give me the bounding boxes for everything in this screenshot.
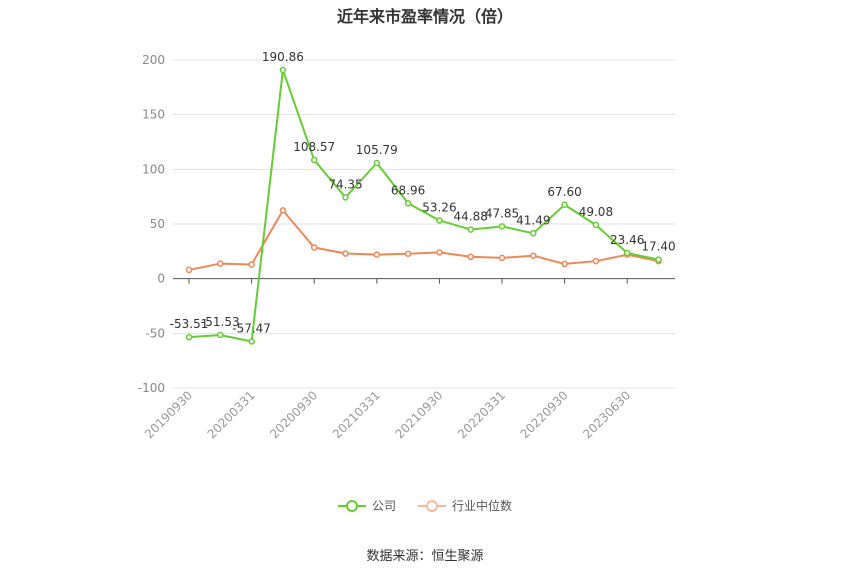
y-tick-label: 50 [150, 217, 165, 231]
series-line-company [188, 68, 659, 343]
legend-item-industry-median[interactable]: 行业中位数 [418, 497, 512, 514]
data-point-industry-median [217, 260, 224, 267]
x-tick-label: 20200331 [205, 388, 258, 441]
data-point-company [467, 226, 474, 233]
legend-label-company: 公司 [371, 499, 396, 513]
x-tick-label: 20200930 [267, 388, 320, 441]
y-tick-label: -100 [138, 381, 165, 395]
data-label: 41.49 [516, 213, 550, 227]
data-point-industry-median [342, 250, 349, 257]
data-point-company [498, 223, 506, 230]
x-tick-label: 20210930 [392, 388, 445, 441]
data-point-company [342, 194, 349, 201]
data-point-company [592, 221, 600, 229]
data-label: 23.46 [610, 233, 644, 247]
data-label: -51.53 [201, 315, 240, 329]
data-point-industry-median [373, 251, 381, 258]
data-point-company [185, 333, 193, 341]
data-label: 47.85 [485, 206, 519, 220]
data-point-industry-median [248, 261, 255, 268]
grid-layer [173, 59, 675, 389]
legend-marker-industry-median [418, 499, 446, 512]
data-point-company [436, 217, 443, 224]
data-point-industry-median [404, 250, 412, 257]
legend-marker-company [337, 499, 366, 512]
series-line-industry-median [188, 209, 659, 271]
legend-item-company[interactable]: 公司 [337, 497, 396, 514]
legend-label-industry-median: 行业中位数 [452, 499, 513, 513]
data-label: 17.40 [641, 240, 675, 254]
x-tick-label: 20220930 [518, 388, 571, 441]
data-point-company [561, 201, 568, 209]
chart-title: 近年来市盈率情况（倍） [336, 7, 513, 26]
data-point-industry-median [279, 207, 287, 214]
y-tick-label: 200 [142, 53, 165, 67]
data-point-company [279, 66, 287, 74]
data-label: 44.88 [454, 210, 488, 224]
x-tick-label: 20220331 [455, 388, 508, 441]
data-label: 49.08 [579, 205, 613, 219]
y-tick-label: 150 [142, 108, 165, 122]
data-point-company [248, 338, 255, 345]
data-label: 53.26 [422, 200, 456, 214]
y-tick-label: -50 [145, 326, 165, 340]
x-tick-label: 20230630 [580, 388, 633, 441]
legend: 公司 行业中位数 [0, 497, 850, 514]
data-point-company [404, 200, 412, 207]
data-point-company [217, 331, 224, 339]
data-label: -53.51 [170, 317, 209, 331]
x-tick-label: 20190930 [142, 388, 195, 441]
data-label: 190.86 [262, 50, 304, 64]
y-tick-label: 100 [142, 162, 165, 176]
data-label: -57.47 [232, 322, 271, 336]
source-note: 数据来源：恒生聚源 [366, 549, 484, 564]
data-label: 108.57 [293, 140, 335, 154]
data-point-industry-median [310, 244, 318, 251]
data-point-company [530, 230, 537, 237]
data-point-company [655, 256, 662, 263]
data-point-industry-median [592, 257, 600, 265]
data-label: 68.96 [391, 183, 425, 197]
series-layer [185, 66, 662, 345]
data-point-industry-median [530, 252, 537, 259]
data-point-industry-median [185, 266, 193, 274]
data-label: 67.60 [547, 185, 581, 199]
data-point-industry-median [561, 260, 568, 268]
data-point-company [623, 249, 631, 257]
data-point-industry-median [467, 253, 474, 261]
data-point-company [373, 159, 381, 167]
data-label: 105.79 [356, 143, 398, 157]
data-point-industry-median [436, 249, 443, 256]
data-point-company [310, 156, 318, 164]
y-tick-label: 0 [157, 272, 165, 286]
data-point-industry-median [498, 254, 506, 262]
data-label-layer: -53.51-51.53-57.47 190.86 108.57 74.35 105.7… [170, 50, 676, 336]
data-label: 74.35 [328, 177, 362, 191]
x-tick-label: 20210331 [330, 388, 383, 441]
